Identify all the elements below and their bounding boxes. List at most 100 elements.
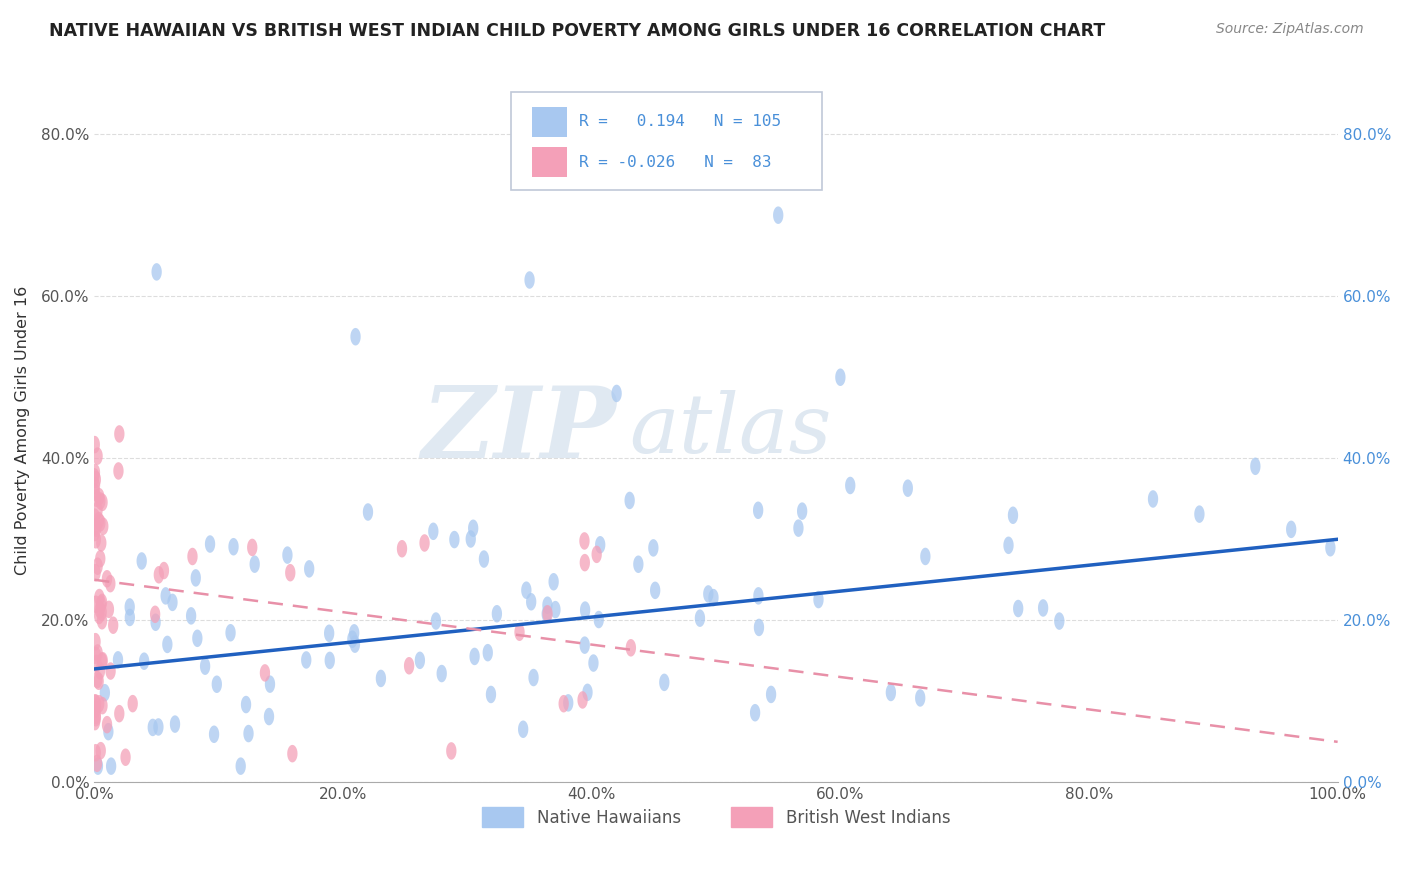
Point [589,538,612,552]
Point [84,746,107,760]
Point [240,541,263,555]
Legend: Native Hawaiians, British West Indians: Native Hawaiians, British West Indians [475,800,957,834]
Point [91,698,114,713]
Point [91,495,114,509]
Point [557,696,579,710]
Point [766,208,789,222]
Point [145,265,167,279]
Point [759,687,782,701]
Point [145,615,167,630]
Point [91,595,114,609]
FancyBboxPatch shape [531,147,567,177]
Text: NATIVE HAWAIIAN VS BRITISH WEST INDIAN CHILD POVERTY AMONG GIRLS UNDER 16 CORREL: NATIVE HAWAIIAN VS BRITISH WEST INDIAN C… [49,22,1105,40]
Point [1047,614,1070,628]
Point [747,503,769,517]
Point [520,595,543,609]
Point [744,706,766,720]
Point [98,576,121,591]
Point [186,632,208,646]
Point [515,583,537,598]
Point [235,698,257,712]
Point [278,566,301,580]
Point [84,696,107,710]
Text: ZIP: ZIP [422,382,617,478]
Point [148,720,170,734]
Text: Source: ZipAtlas.com: Source: ZipAtlas.com [1216,22,1364,37]
Point [84,702,107,716]
Point [96,572,118,586]
Point [512,723,534,737]
Point [606,386,628,401]
Point [574,533,596,548]
Point [84,597,107,611]
Point [443,533,465,547]
Point [619,493,641,508]
Point [198,537,221,551]
Point [100,759,122,773]
Point [96,717,118,731]
Point [84,714,107,729]
Point [155,589,177,603]
Point [83,519,105,533]
Point [807,592,830,607]
Point [343,637,366,651]
Point [83,437,105,451]
Point [627,558,650,572]
Point [253,665,276,680]
Y-axis label: Child Poverty Among Girls Under 16: Child Poverty Among Girls Under 16 [15,285,30,574]
Point [830,370,852,384]
Point [792,504,814,518]
Point [142,720,165,734]
Point [86,646,108,660]
Point [90,605,112,619]
Point [108,706,131,721]
Point [118,599,141,614]
Point [576,685,599,699]
Point [229,759,252,773]
Point [87,608,110,623]
Point [156,637,179,651]
Point [522,671,544,685]
Point [83,485,105,500]
Point [100,664,122,678]
Point [1142,491,1164,506]
Point [342,632,364,647]
Point [440,744,463,758]
Point [86,503,108,517]
Point [370,672,392,686]
Point [398,658,420,673]
Point [87,759,110,773]
Point [409,653,432,667]
Point [107,653,129,667]
Point [544,602,567,616]
Point [84,566,107,580]
Point [222,540,245,554]
Point [425,614,447,628]
Point [118,610,141,624]
Point [318,626,340,640]
Point [1001,508,1024,523]
Point [463,521,485,535]
Point [84,533,107,547]
Point [87,674,110,689]
FancyBboxPatch shape [510,92,821,190]
Point [84,711,107,725]
Point [162,595,184,609]
Point [574,556,596,570]
Point [181,549,204,564]
Point [97,724,120,739]
Point [91,654,114,668]
Point [84,648,107,663]
Point [91,519,114,533]
Point [413,536,436,550]
Point [89,697,111,711]
Point [103,618,125,632]
Point [571,693,593,707]
Point [180,608,202,623]
Point [97,602,120,616]
Point [83,696,105,710]
Point [697,587,720,601]
Point [91,654,114,668]
Point [90,744,112,758]
Point [84,473,107,487]
